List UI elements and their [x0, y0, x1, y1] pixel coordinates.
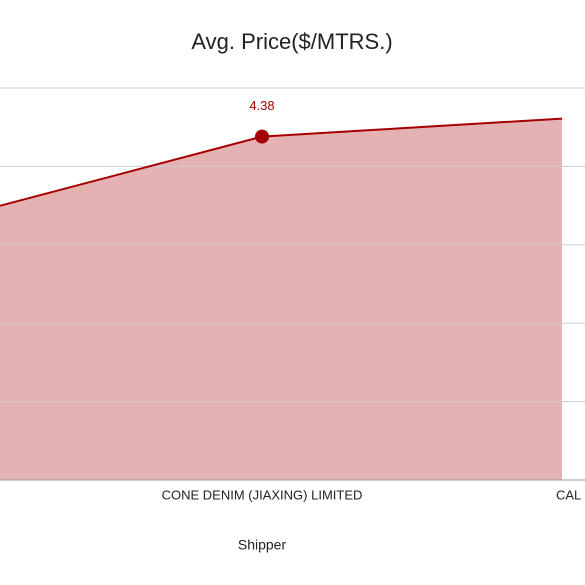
x-axis-label: Shipper [238, 537, 287, 553]
data-label: 4.38 [249, 98, 274, 113]
point-marker [255, 129, 269, 144]
area-fill [0, 118, 562, 480]
x-tick-label: CAL [556, 487, 581, 502]
chart-title: Avg. Price($/MTRS.) [191, 29, 392, 54]
x-tick-label: CONE DENIM (JIAXING) LIMITED [162, 487, 363, 502]
